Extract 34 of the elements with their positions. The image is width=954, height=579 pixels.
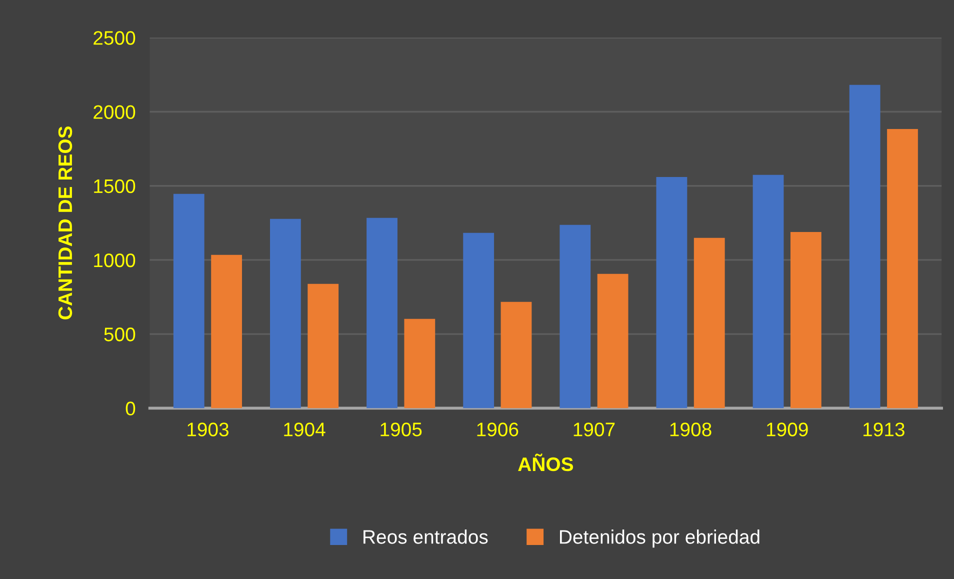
bar — [560, 224, 591, 408]
bar — [173, 194, 204, 408]
bar — [752, 174, 784, 408]
x-tick-label: 1909 — [766, 422, 808, 436]
x-tick-label: 1904 — [284, 422, 326, 436]
bar — [500, 302, 532, 408]
y-axis-title: CANTIDAD DE REOS — [58, 126, 72, 320]
bar — [211, 254, 242, 408]
bar — [308, 284, 339, 408]
bar — [270, 218, 301, 408]
bar — [463, 232, 494, 408]
legend-label: Detenidos por ebriedad — [560, 530, 760, 548]
bar — [656, 176, 688, 408]
y-tick-label: 0 — [126, 402, 136, 416]
x-tick-label: 1905 — [380, 422, 422, 436]
y-tick-label: 2000 — [94, 105, 136, 119]
x-tick-label: 1908 — [670, 422, 712, 436]
bar — [849, 84, 880, 408]
x-axis-title: AÑOS — [518, 454, 574, 472]
x-tick-label: 1903 — [188, 422, 228, 436]
x-tick-label: 1907 — [574, 422, 615, 436]
y-tick-label: 2500 — [94, 31, 136, 45]
bar — [366, 218, 398, 408]
bar — [887, 128, 918, 408]
bar — [694, 238, 725, 408]
legend-label: Reos entrados — [364, 530, 488, 544]
y-tick-label: 1000 — [94, 253, 136, 268]
bar — [790, 232, 822, 408]
bar — [597, 274, 628, 408]
x-tick-label: 1906 — [477, 422, 518, 436]
bar — [404, 318, 436, 408]
y-tick-label: 1500 — [94, 179, 136, 194]
x-tick-label: 1913 — [864, 422, 904, 436]
y-tick-label: 500 — [104, 328, 136, 342]
